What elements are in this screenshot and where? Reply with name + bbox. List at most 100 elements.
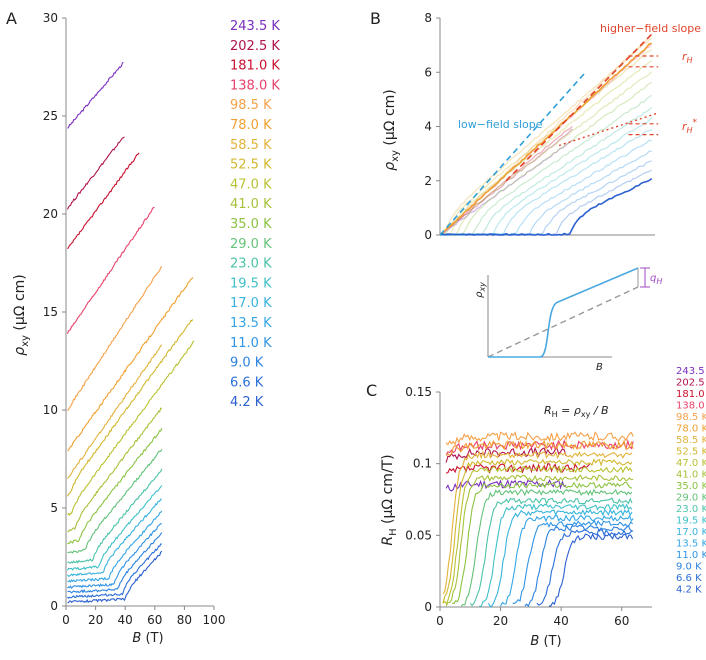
higher-field-slope-label: higher−field slope bbox=[600, 22, 701, 35]
panel-c-curve-1810 bbox=[445, 463, 590, 474]
panel-a-legend-entry: 98.5 K bbox=[230, 98, 272, 113]
panel-a-legend-entry: 6.6 K bbox=[230, 375, 264, 390]
panel-a-legend-entry: 35.0 K bbox=[230, 217, 272, 232]
panel-label-b: B bbox=[370, 9, 381, 28]
panel-b-curve bbox=[439, 81, 652, 236]
panel-c-curve-350 bbox=[452, 481, 633, 605]
panel-c-curve-42 bbox=[548, 532, 634, 607]
panel-c-legend-entry: 4.2 K bbox=[676, 585, 702, 596]
panel-a-curve-135 bbox=[67, 510, 163, 583]
panel-b-curve bbox=[439, 42, 652, 236]
panel-b-curve bbox=[439, 139, 573, 236]
panel-c-curve-66 bbox=[536, 529, 634, 606]
low-field-slope-label: low−field slope bbox=[458, 118, 543, 131]
panel-b-y-tick-label: 0 bbox=[424, 228, 432, 242]
panel-c-curve-290 bbox=[460, 488, 633, 607]
panel-c-curve-780 bbox=[445, 439, 634, 456]
panel-c-legend-entry: 138.0 K bbox=[676, 401, 706, 412]
panel-c-x-tick-label: 0 bbox=[436, 614, 444, 628]
panel-b-curve bbox=[440, 160, 652, 236]
panel-a-curve-42 bbox=[67, 550, 163, 604]
panel-a-curve-2435 bbox=[67, 61, 124, 129]
panel-c-curve-110 bbox=[512, 519, 633, 604]
panel-a-legend-entry: 23.0 K bbox=[230, 257, 272, 272]
panel-c-curve-135 bbox=[500, 514, 634, 607]
panel-c-curve-585 bbox=[442, 450, 633, 595]
panel-c-legend-entry: 98.5 K bbox=[676, 412, 706, 423]
panel-a-chart: 0 20 40 60 80 100 0 5 10 15 20 25 30 B (T) ρxy (μΩ c… bbox=[12, 11, 225, 646]
panel-c-legend-entry: 29.0 K bbox=[676, 493, 706, 504]
panel-b-curve bbox=[439, 177, 653, 236]
panel-a-curve-780 bbox=[67, 276, 194, 452]
panel-c-legend-entry: 58.5 K bbox=[676, 435, 706, 446]
panel-c-curve-470 bbox=[442, 464, 633, 606]
inset-curve bbox=[488, 267, 639, 358]
panel-a-x-tick-label: 40 bbox=[118, 613, 133, 627]
panel-a-legend: 243.5 K 202.5 K 181.0 K 138.0 K 98.5 K 78.0 K… bbox=[230, 19, 280, 410]
rh-star-label: rH* bbox=[682, 118, 698, 135]
panel-c-legend-entry: 9.0 K bbox=[676, 562, 702, 573]
panel-a-curve-170 bbox=[67, 498, 162, 577]
panel-c-legend-entry: 13.5 K bbox=[676, 539, 706, 550]
rh-formula: RH = ρxy / B bbox=[544, 404, 609, 419]
higher-field-slope-line bbox=[505, 33, 653, 182]
panel-a-legend-entry: 13.5 K bbox=[230, 316, 272, 331]
panel-b-curve bbox=[439, 37, 652, 236]
panel-c-y-label: RH (μΩ cm/T) bbox=[380, 454, 399, 545]
panel-a-y-label: ρxy (μΩ cm) bbox=[12, 274, 31, 356]
panel-a-legend-entry: 4.2 K bbox=[230, 395, 264, 410]
panel-a-curve-66 bbox=[67, 543, 162, 599]
inset-x-label: B bbox=[596, 362, 603, 373]
panel-a-legend-entry: 181.0 K bbox=[230, 59, 280, 74]
panel-b-curve bbox=[439, 94, 653, 236]
panel-a-y-tick-label: 30 bbox=[43, 11, 58, 25]
panel-c-legend-entry: 11.0 K bbox=[676, 550, 706, 561]
panel-a-legend-entry: 243.5 K bbox=[230, 19, 280, 34]
panel-b-curve bbox=[439, 33, 653, 236]
panel-a-legend-entry: 138.0 K bbox=[230, 78, 280, 93]
panel-a-legend-entry: 19.5 K bbox=[230, 276, 272, 291]
panel-a-legend-entry: 9.0 K bbox=[230, 356, 264, 371]
panel-a-curve-110 bbox=[67, 522, 162, 589]
panel-a-curve-1810 bbox=[67, 152, 140, 250]
panel-c-x-tick-label: 40 bbox=[554, 614, 569, 628]
panel-a-curve-1380 bbox=[66, 206, 155, 334]
panel-c-legend-entry: 6.6 K bbox=[676, 573, 702, 584]
panel-c-legend-entry: 47.0 K bbox=[676, 458, 706, 469]
panel-a-legend-entry: 47.0 K bbox=[230, 177, 272, 192]
panel-a-legend-entry: 17.0 K bbox=[230, 296, 272, 311]
panel-c-legend-entry: 202.5 K bbox=[676, 378, 706, 389]
panel-a-curve-195 bbox=[67, 485, 163, 571]
panel-b-y-tick-label: 2 bbox=[424, 174, 432, 188]
panel-c-y-tick-label: 0 bbox=[424, 600, 432, 614]
panel-c-legend-entry: 19.5 K bbox=[676, 516, 706, 527]
panel-c-curve-230 bbox=[469, 497, 633, 607]
panel-c-x-tick-label: 60 bbox=[614, 614, 629, 628]
panel-a-x-tick-label: 100 bbox=[203, 613, 226, 627]
panel-a-curve-525 bbox=[66, 319, 194, 497]
panel-a-legend-entry: 41.0 K bbox=[230, 197, 272, 212]
panel-a-legend-entry: 78.0 K bbox=[230, 118, 272, 133]
panel-a-y-tick-label: 15 bbox=[43, 305, 58, 319]
panel-a-x-tick-label: 0 bbox=[62, 613, 70, 627]
panel-c-y-tick-label: 0.15 bbox=[405, 385, 432, 399]
panel-b-curve bbox=[439, 71, 653, 236]
panel-a-x-tick-label: 60 bbox=[147, 613, 162, 627]
panel-c-x-label: B (T) bbox=[530, 634, 561, 649]
panel-c-legend-entry: 181.0 K bbox=[676, 389, 706, 400]
panel-b-curve bbox=[440, 139, 652, 236]
panel-a-legend-entry: 202.5 K bbox=[230, 39, 280, 54]
panel-a-curve-470 bbox=[67, 340, 195, 516]
panel-label-c: C bbox=[366, 381, 377, 400]
panel-b-y-tick-label: 8 bbox=[424, 11, 432, 25]
panel-a-curve-410 bbox=[67, 407, 163, 533]
panel-a-curve-230 bbox=[67, 468, 163, 564]
inset-y-label: ρxy bbox=[474, 282, 487, 298]
panel-label-a: A bbox=[6, 9, 17, 28]
panel-a-y-tick-label: 10 bbox=[43, 403, 58, 417]
panel-c-x-tick-label: 20 bbox=[493, 614, 508, 628]
panel-a-x-tick-label: 80 bbox=[177, 613, 192, 627]
inset-qh-label: qH bbox=[650, 273, 662, 286]
